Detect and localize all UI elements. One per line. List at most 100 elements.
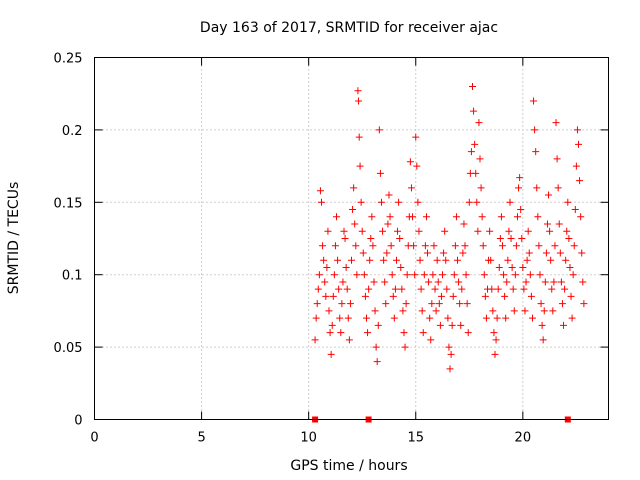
- chart-title: Day 163 of 2017, SRMTID for receiver aja…: [200, 20, 498, 36]
- data-point: [352, 242, 360, 250]
- data-point: [512, 242, 520, 250]
- data-point: [429, 271, 437, 279]
- data-point: [507, 235, 515, 242]
- data-point: [496, 235, 504, 242]
- data-point: [481, 292, 489, 300]
- data-point: [384, 220, 392, 228]
- data-point: [407, 184, 415, 192]
- data-point: [532, 148, 540, 156]
- data-point: [486, 227, 494, 235]
- data-point: [327, 350, 335, 358]
- data-point: [319, 242, 327, 250]
- data-point: [467, 148, 475, 156]
- data-point: [377, 198, 385, 206]
- data-point: [456, 300, 464, 308]
- data-point: [540, 307, 548, 315]
- data-point: [337, 329, 345, 337]
- data-point: [519, 263, 527, 271]
- x-tick-label: 0: [90, 431, 98, 446]
- data-point: [367, 235, 375, 242]
- data-point: [357, 198, 365, 206]
- data-point: [477, 184, 485, 192]
- data-point: [411, 271, 419, 279]
- data-point: [491, 350, 499, 358]
- data-point: [383, 249, 391, 257]
- data-point: [579, 278, 587, 286]
- data-point: [500, 271, 508, 279]
- data-point: [369, 242, 377, 250]
- x-tick-label: 5: [197, 431, 205, 446]
- data-point: [546, 227, 554, 235]
- data-point: [524, 227, 532, 235]
- data-point: [516, 174, 524, 182]
- data-point: [371, 307, 379, 315]
- data-point: [416, 256, 424, 264]
- data-point: [320, 256, 328, 264]
- data-point: [402, 300, 410, 308]
- data-point: [368, 213, 376, 221]
- data-point: [533, 184, 541, 192]
- data-point: [557, 278, 565, 286]
- data-point: [351, 220, 359, 228]
- y-tick-label: 0.1: [62, 269, 83, 284]
- data-point: [517, 206, 525, 214]
- data-point: [403, 271, 411, 279]
- data-point: [527, 292, 535, 300]
- data-point: [534, 213, 542, 221]
- data-point: [463, 300, 471, 308]
- data-point: [434, 278, 442, 286]
- x-tick-label: 10: [300, 431, 317, 446]
- data-point: [551, 242, 559, 250]
- data-point: [523, 256, 531, 264]
- data-point: [437, 292, 445, 300]
- data-point: [430, 242, 438, 250]
- data-point: [513, 213, 521, 221]
- data-point: [370, 278, 378, 286]
- data-point: [576, 177, 584, 185]
- data-point: [422, 213, 430, 221]
- data-point: [478, 213, 486, 221]
- data-point: [335, 285, 343, 293]
- data-point: [547, 256, 555, 264]
- data-point: [338, 300, 346, 308]
- y-tick-label: 0.25: [54, 52, 83, 67]
- data-point: [452, 213, 460, 221]
- data-point: [565, 235, 573, 242]
- data-point: [541, 278, 549, 286]
- data-point: [353, 271, 361, 279]
- data-point: [461, 242, 469, 250]
- data-point: [380, 256, 388, 264]
- data-point: [570, 242, 578, 250]
- data-point: [556, 249, 564, 257]
- data-point: [560, 321, 568, 329]
- data-point: [420, 271, 428, 279]
- data-point: [474, 227, 482, 235]
- data-point: [313, 300, 321, 308]
- data-point: [504, 256, 512, 264]
- data-point: [316, 187, 324, 195]
- data-point: [321, 278, 329, 286]
- data-point: [323, 263, 331, 271]
- data-point: [448, 321, 456, 329]
- data-point: [392, 256, 400, 264]
- data-point: [577, 213, 585, 221]
- data-point: [562, 256, 570, 264]
- data-point: [479, 242, 487, 250]
- data-point: [508, 263, 516, 271]
- data-point: [449, 292, 457, 300]
- x-tick-label: 20: [515, 431, 532, 446]
- data-point: [530, 97, 538, 105]
- data-point: [552, 119, 560, 127]
- data-point: [526, 271, 534, 279]
- y-axis-label: SRMTID / TECUs: [6, 182, 22, 295]
- data-point: [355, 133, 363, 141]
- data-point: [554, 184, 562, 192]
- data-point: [563, 227, 571, 235]
- data-point: [409, 213, 417, 221]
- data-point: [432, 307, 440, 315]
- data-point: [419, 329, 427, 337]
- data-point: [510, 307, 518, 315]
- data-point: [436, 321, 444, 329]
- data-point: [550, 278, 558, 286]
- data-point: [450, 271, 458, 279]
